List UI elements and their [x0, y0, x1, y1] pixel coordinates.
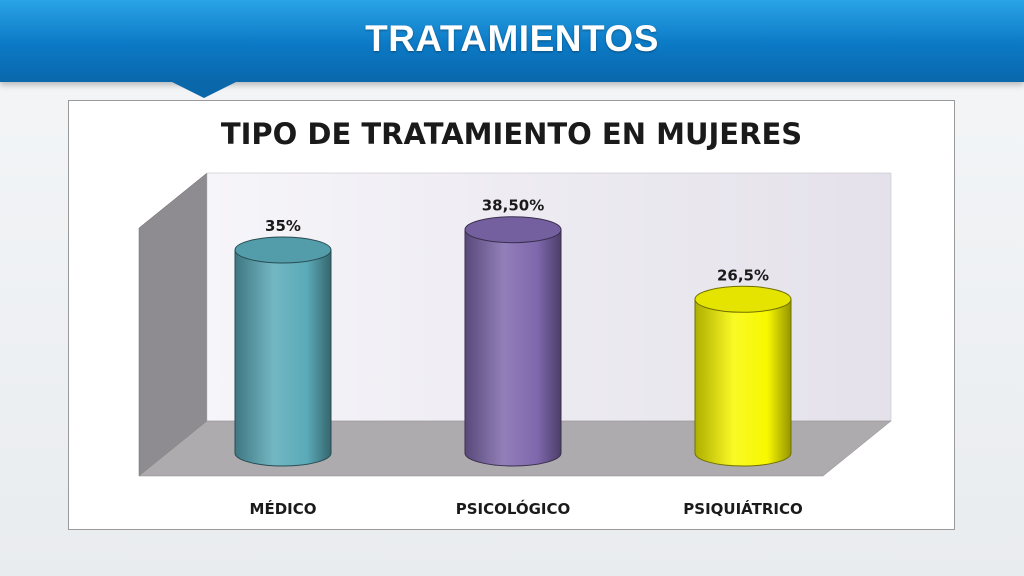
bar-top-1 [464, 216, 562, 244]
bar-2 [694, 298, 792, 467]
bar-0 [234, 249, 332, 467]
chart-frame: TIPO DE TRATAMIENTO EN MUJERES 35% MÉDICO… [68, 100, 955, 530]
category-label-0: MÉDICO [250, 499, 317, 518]
category-label-2: PSIQUIÁTRICO [683, 499, 802, 518]
chart-title: TIPO DE TRATAMIENTO EN MUJERES [220, 117, 803, 151]
page-title: TRATAMIENTOS [365, 18, 659, 59]
bar-top-0 [234, 236, 332, 264]
data-label-0: 35% [265, 217, 301, 235]
bar-top-2 [694, 285, 792, 313]
category-label-1: PSICOLÓGICO [456, 499, 571, 518]
header-banner [0, 0, 1024, 82]
data-label-1: 38,50% [482, 197, 544, 215]
data-label-2: 26,5% [717, 266, 769, 284]
bar-chart: 35% MÉDICO 38,50% PSICOLÓGICO 26,5% PSIQUIÁTR… [138, 172, 892, 518]
header-notch [168, 80, 240, 98]
bar-1 [464, 229, 562, 467]
